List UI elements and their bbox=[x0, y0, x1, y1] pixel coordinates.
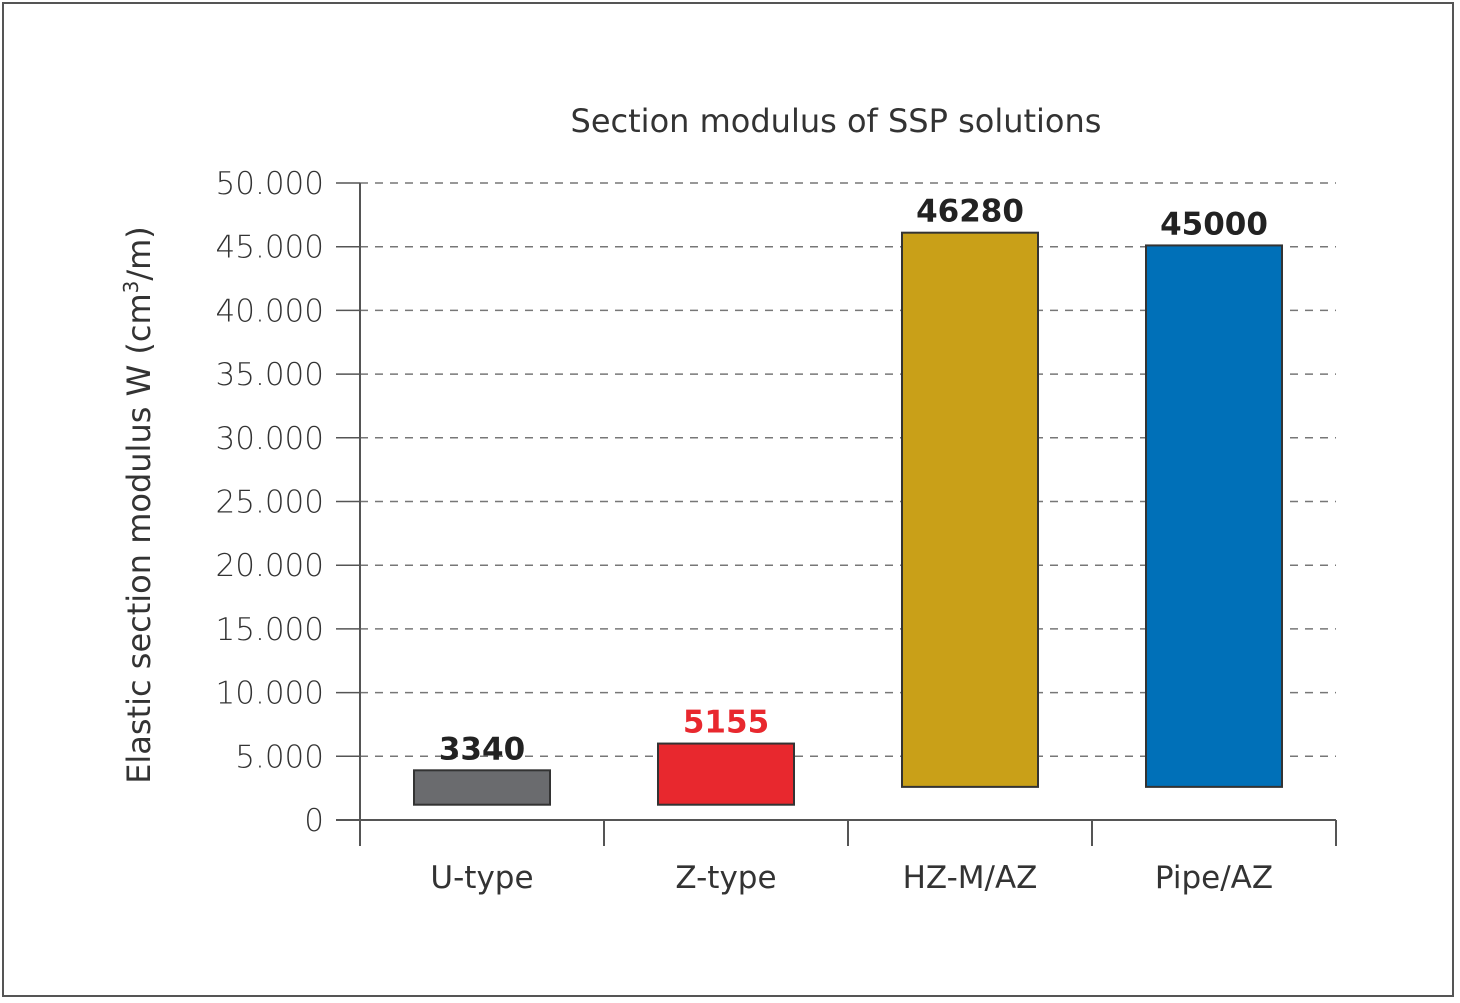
bar-z-type bbox=[657, 742, 795, 806]
x-tick-label: Z-type bbox=[675, 860, 776, 896]
y-axis-label-superscript: 3 bbox=[119, 281, 143, 294]
y-axis-label-main: Elastic section modulus W (cm bbox=[120, 293, 158, 783]
y-axis-label-end: /m) bbox=[120, 226, 158, 280]
y-tick-label: 0 bbox=[304, 803, 324, 839]
y-tick-label: 10.000 bbox=[216, 676, 324, 712]
bars bbox=[413, 231, 1283, 806]
y-tick-label: 50.000 bbox=[216, 166, 324, 202]
y-axis-label: Elastic section modulus W (cm3/m) bbox=[119, 226, 158, 784]
data-label: 45000 bbox=[1160, 206, 1268, 242]
data-labels: 3340 5155 46280 45000 bbox=[439, 194, 1268, 768]
y-tick-label: 45.000 bbox=[216, 230, 324, 266]
bar-hz-m-az bbox=[901, 231, 1039, 788]
x-tick-label: Pipe/AZ bbox=[1155, 860, 1273, 896]
y-tick-label: 20.000 bbox=[216, 548, 324, 584]
y-tick-label: 40.000 bbox=[216, 293, 324, 329]
x-tick-label: U-type bbox=[430, 860, 533, 896]
chart-title: Section modulus of SSP solutions bbox=[571, 102, 1102, 140]
y-tick-label: 5.000 bbox=[235, 739, 324, 775]
y-tick-label: 35.000 bbox=[216, 357, 324, 393]
y-tick-label: 25.000 bbox=[216, 485, 324, 521]
y-tick-label: 30.000 bbox=[216, 421, 324, 457]
axes: 0 5.000 10.000 15.000 20.000 25.000 30.000 35.0… bbox=[216, 166, 1337, 896]
data-label: 3340 bbox=[439, 731, 525, 767]
data-label: 5155 bbox=[683, 705, 769, 741]
data-label: 46280 bbox=[916, 194, 1024, 230]
x-tick-label: HZ-M/AZ bbox=[903, 860, 1038, 896]
y-tick-label: 15.000 bbox=[216, 612, 324, 648]
bar-pipe-az bbox=[1145, 244, 1283, 788]
bar-u-type bbox=[413, 769, 551, 806]
